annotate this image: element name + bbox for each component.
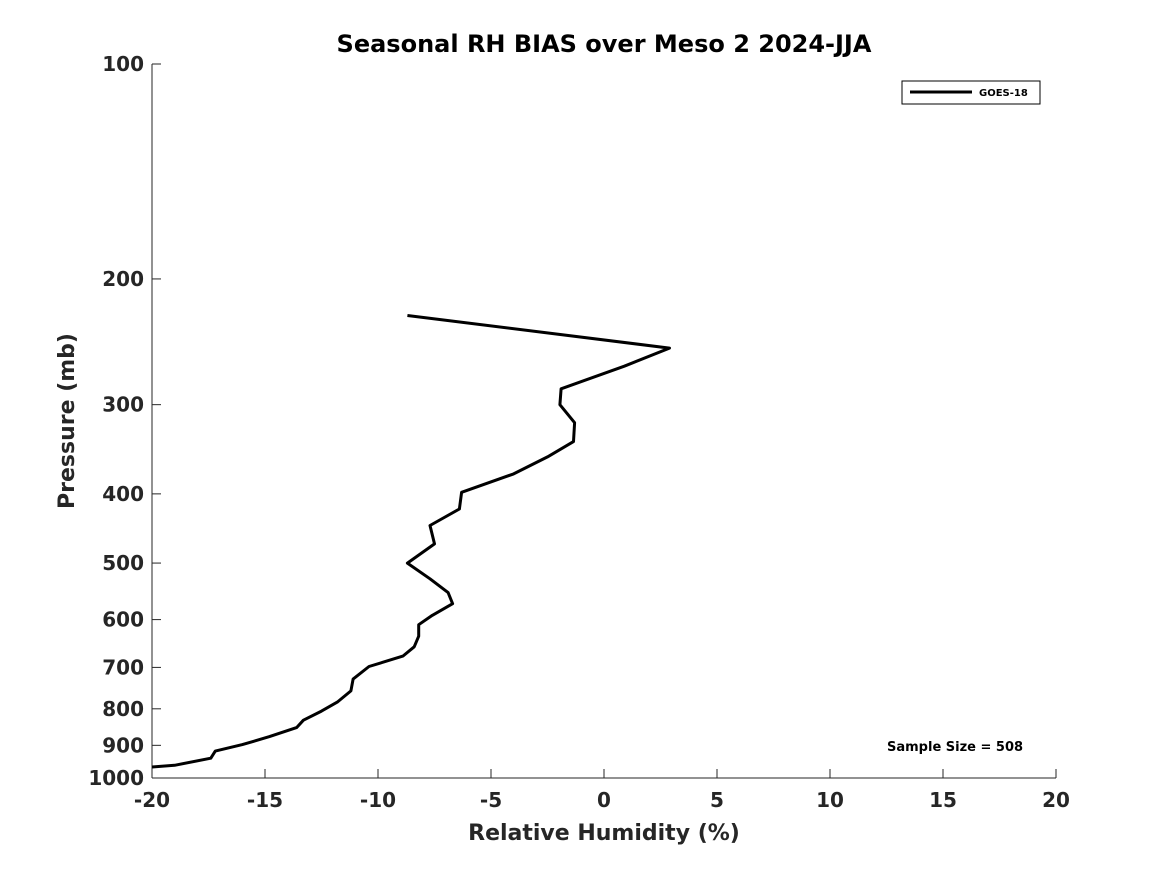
series-line bbox=[151, 314, 671, 769]
y-tick-label: 200 bbox=[102, 267, 144, 291]
x-tick-label: -15 bbox=[247, 788, 283, 812]
legend-label: GOES-18 bbox=[979, 88, 1028, 99]
y-tick-label: 700 bbox=[102, 655, 144, 679]
y-axis-label: Pressure (mb) bbox=[55, 333, 80, 509]
x-tick-label: 5 bbox=[710, 788, 724, 812]
y-tick-label: 100 bbox=[102, 52, 144, 76]
legend: GOES-18 bbox=[901, 80, 1041, 105]
y-tick-label: 800 bbox=[102, 697, 144, 721]
y-tick-label: 600 bbox=[102, 608, 144, 632]
x-tick-label: -10 bbox=[360, 788, 396, 812]
y-tick-label: 400 bbox=[102, 482, 144, 506]
x-axis-label: Relative Humidity (%) bbox=[468, 821, 740, 846]
y-tick-label: 1000 bbox=[88, 766, 144, 790]
sample-size-annotation: Sample Size = 508 bbox=[887, 740, 1023, 755]
y-axis: 100 200 300 400 500 600 700 800 900 1000 bbox=[88, 52, 161, 790]
series-layer bbox=[151, 314, 671, 769]
x-tick-label: 20 bbox=[1042, 788, 1070, 812]
x-tick-label: -20 bbox=[134, 788, 170, 812]
axes bbox=[151, 64, 1056, 779]
x-tick-label: -5 bbox=[480, 788, 502, 812]
x-tick-label: 10 bbox=[816, 788, 844, 812]
y-tick-label: 500 bbox=[102, 551, 144, 575]
x-tick-label: 15 bbox=[929, 788, 957, 812]
x-axis: -20 -15 -10 -5 0 5 10 15 20 bbox=[134, 769, 1070, 812]
x-tick-label: 0 bbox=[597, 788, 611, 812]
y-tick-label: 300 bbox=[102, 393, 144, 417]
chart-title: Seasonal RH BIAS over Meso 2 2024-JJA bbox=[337, 30, 872, 58]
y-tick-label: 900 bbox=[102, 733, 144, 757]
